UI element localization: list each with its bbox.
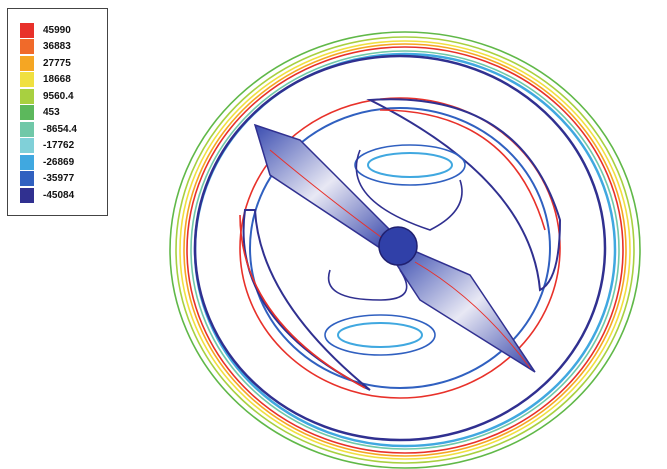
legend-label: 18668 — [43, 74, 71, 85]
legend-swatch — [20, 72, 34, 87]
legend-entry: -45084 — [20, 187, 74, 203]
legend-swatch — [20, 56, 34, 71]
legend-swatch — [20, 23, 34, 38]
legend-label: 27775 — [43, 58, 71, 69]
legend-label: -8654.4 — [43, 124, 77, 135]
legend-entry: 36883 — [20, 39, 71, 55]
legend-label: 36883 — [43, 41, 71, 52]
legend-entry: 27775 — [20, 55, 71, 71]
legend-entry: -17762 — [20, 138, 74, 154]
legend: 45990 36883 27775 18668 9560.4 453 -8654.4 -177… — [7, 8, 108, 216]
legend-entry: -35977 — [20, 171, 74, 187]
legend-entry: -26869 — [20, 154, 74, 170]
legend-swatch — [20, 188, 34, 203]
legend-swatch — [20, 155, 34, 170]
legend-label: 9560.4 — [43, 91, 74, 102]
page: 45990 36883 27775 18668 9560.4 453 -8654.4 -177… — [0, 0, 667, 469]
legend-label: -45084 — [43, 190, 74, 201]
legend-swatch — [20, 105, 34, 120]
legend-label: -26869 — [43, 157, 74, 168]
legend-swatch — [20, 89, 34, 104]
legend-entry: 9560.4 — [20, 88, 74, 104]
legend-label: -35977 — [43, 173, 74, 184]
legend-label: -17762 — [43, 140, 74, 151]
legend-entry: 45990 — [20, 22, 71, 38]
legend-entry: 18668 — [20, 72, 71, 88]
legend-swatch — [20, 138, 34, 153]
legend-swatch — [20, 171, 34, 186]
legend-entry: 453 — [20, 105, 60, 121]
legend-label: 453 — [43, 107, 60, 118]
legend-label: 45990 — [43, 25, 71, 36]
legend-swatch — [20, 122, 34, 137]
legend-entry: -8654.4 — [20, 121, 77, 137]
legend-swatch — [20, 39, 34, 54]
